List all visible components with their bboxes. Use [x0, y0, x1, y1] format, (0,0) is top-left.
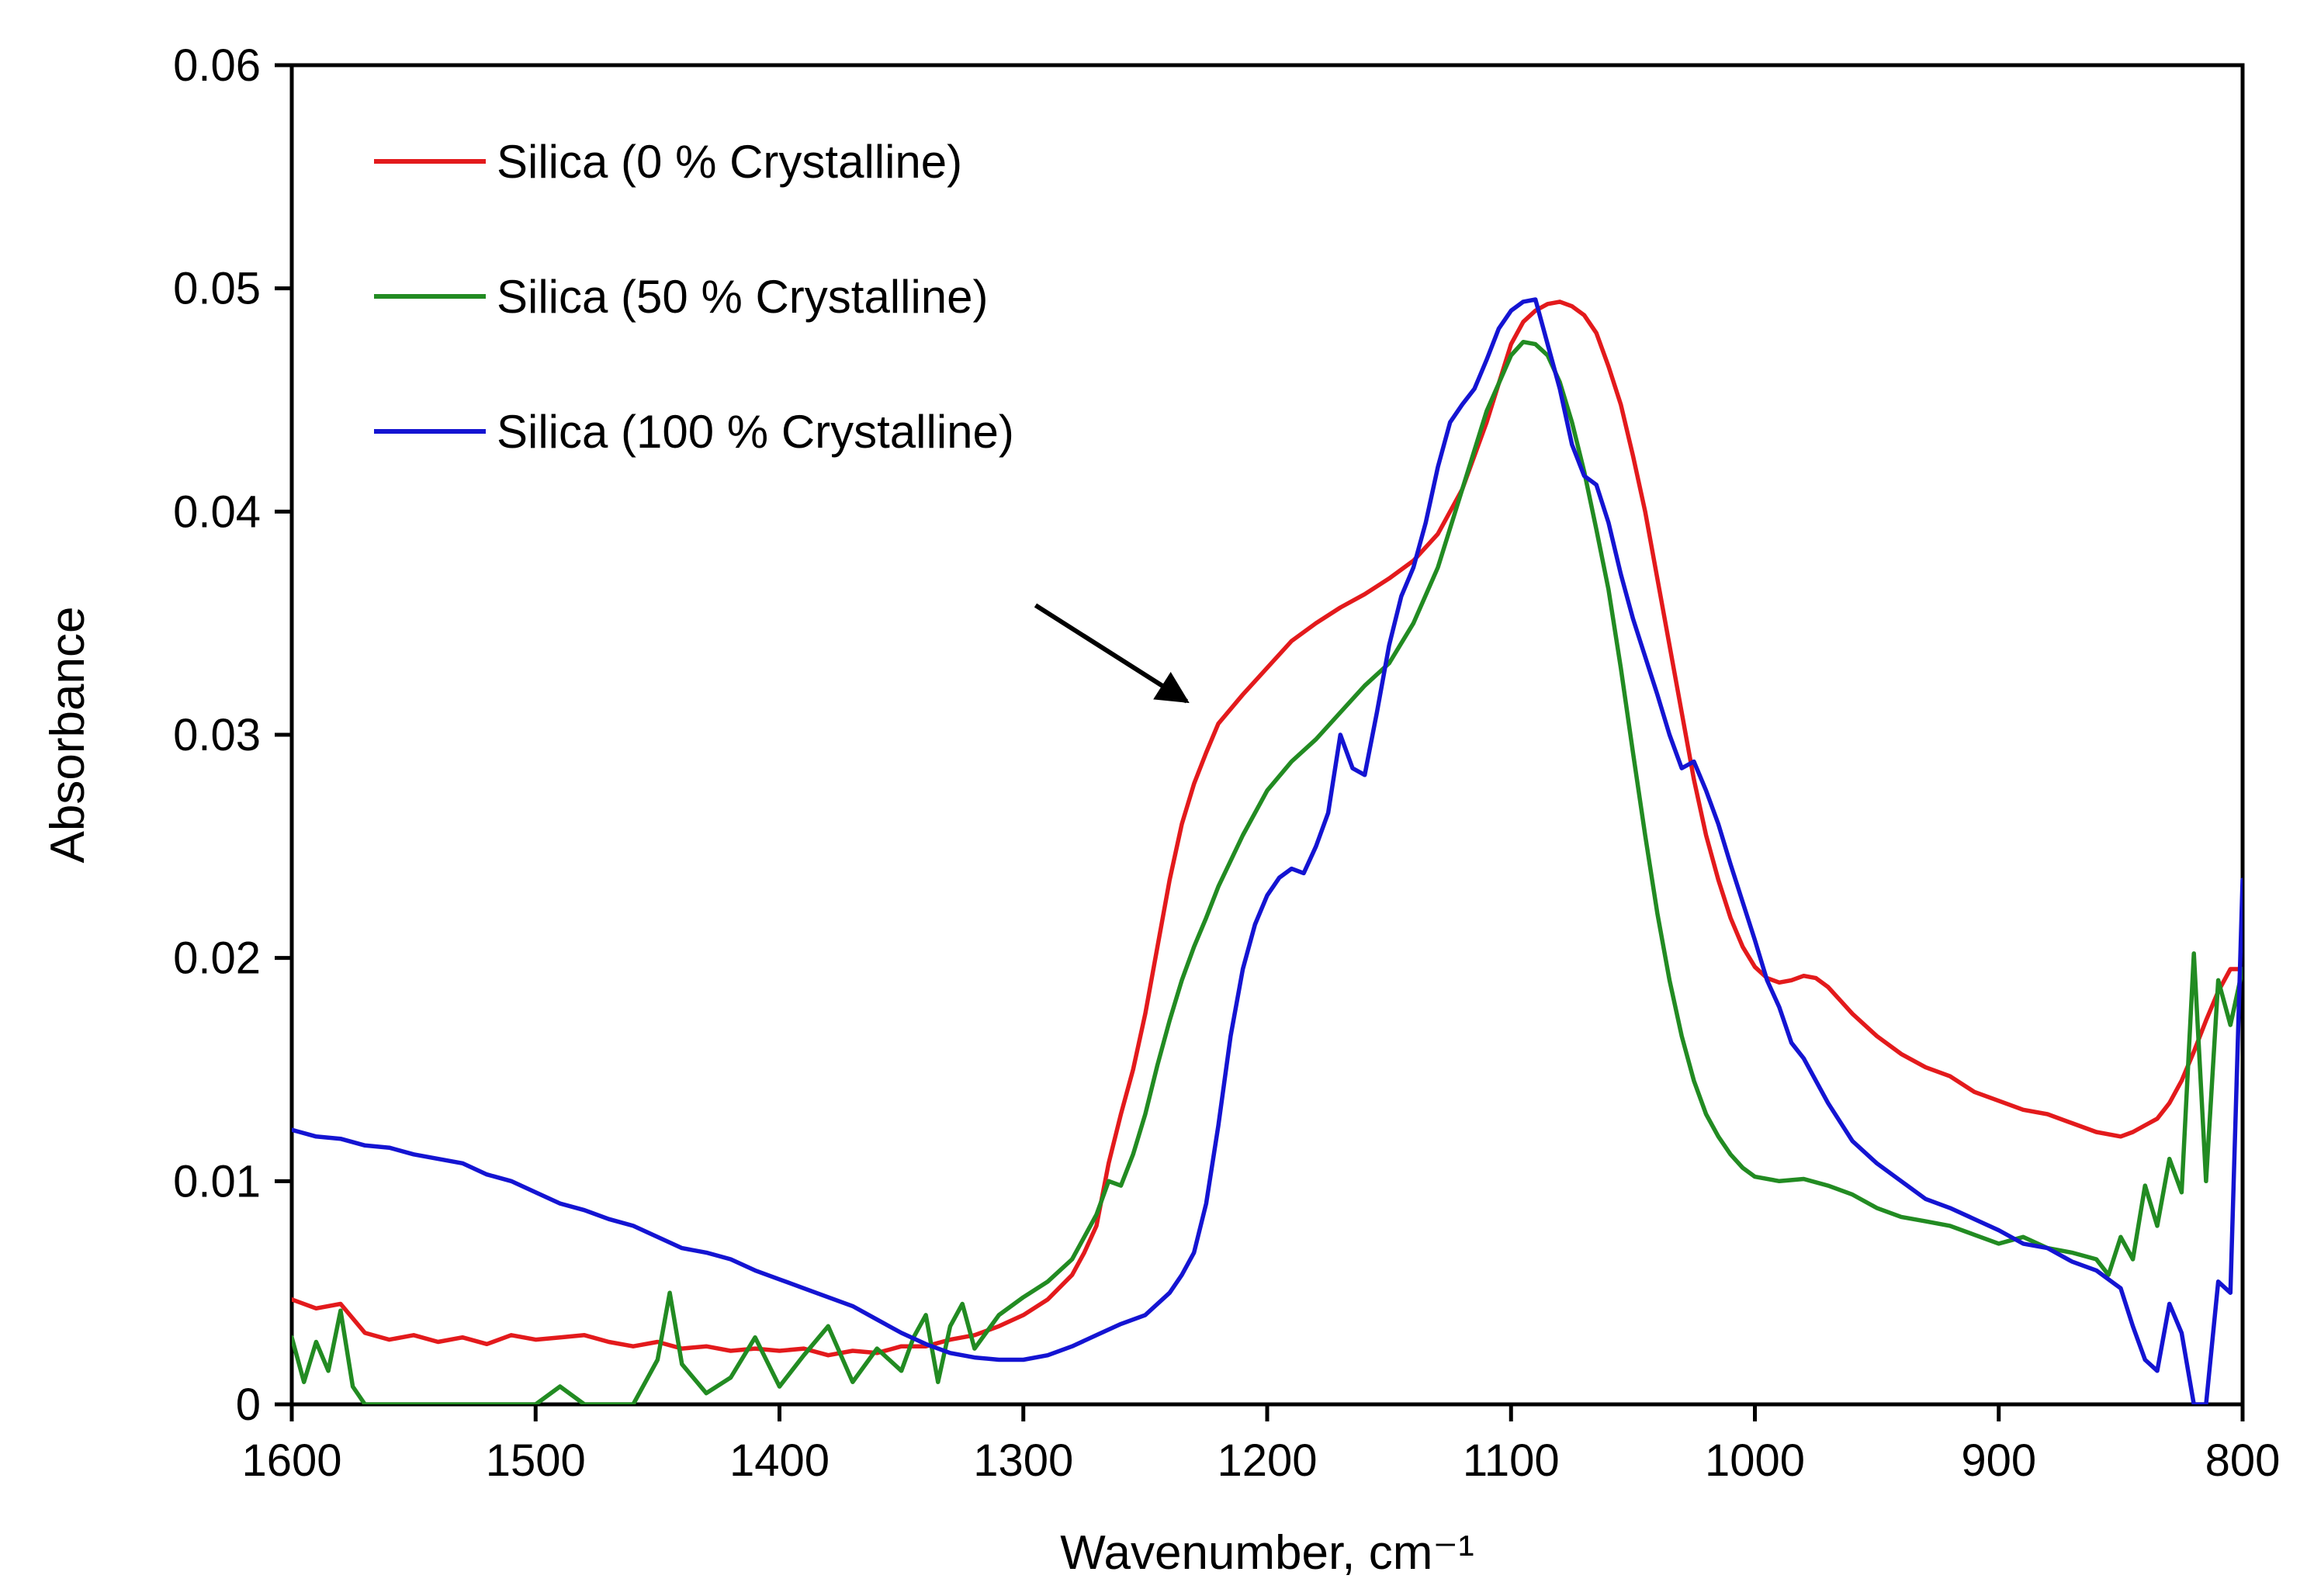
series-line-0 [292, 299, 2243, 1358]
annotation-arrow [1034, 603, 1190, 704]
y-tick-label: 0.05 [173, 264, 261, 314]
series-layer [292, 297, 2243, 1404]
y-tick-label: 0.02 [173, 933, 261, 984]
x-tick-label: 1200 [1217, 1435, 1317, 1486]
x-axis: 1600 1500 1400 1300 1200 1100 1000 900 800 [241, 1404, 2280, 1486]
x-tick-label: 1100 [1463, 1435, 1560, 1486]
legend-label-1: Silica (50 % Crystalline) [497, 271, 989, 323]
x-tick-label: 1400 [729, 1435, 830, 1486]
x-tick-label: 900 [1961, 1435, 2036, 1486]
annotation-layer [1034, 603, 1190, 704]
x-tick-label: 800 [2205, 1435, 2281, 1486]
y-tick-label: 0.03 [173, 710, 261, 760]
x-axis-title: Wavenumber, cm⁻¹ [1060, 1526, 1474, 1580]
y-tick-label: 0.06 [173, 40, 261, 91]
legend-label-2: Silica (100 % Crystalline) [497, 406, 1014, 458]
y-tick-label: 0.01 [173, 1156, 261, 1207]
plot-frame [289, 63, 2245, 1407]
series-line-2 [292, 297, 2243, 1404]
y-tick-label: 0.04 [173, 486, 261, 537]
legend: Silica (0 % Crystalline) Silica (50 % Cry… [374, 136, 1014, 458]
x-tick-label: 1000 [1705, 1435, 1805, 1486]
x-tick-label: 1600 [241, 1435, 341, 1486]
series-line-1 [292, 339, 2243, 1404]
legend-label-0: Silica (0 % Crystalline) [497, 136, 962, 188]
y-tick-label: 0 [236, 1380, 261, 1430]
y-axis: 0 0.01 0.02 0.03 0.04 0.05 0.06 [173, 40, 292, 1430]
x-tick-label: 1300 [973, 1435, 1073, 1486]
y-axis-title: Absorbance [41, 607, 95, 864]
x-tick-label: 1500 [486, 1435, 586, 1486]
